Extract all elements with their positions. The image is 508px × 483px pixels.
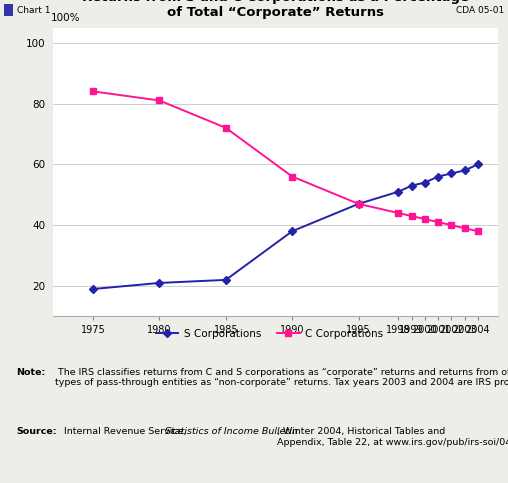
Title: Returns from S and C Corporations as a Percentage
of Total “Corporate” Returns: Returns from S and C Corporations as a P…: [82, 0, 469, 19]
Text: Source:: Source:: [16, 427, 57, 437]
Legend: S Corporations, C Corporations: S Corporations, C Corporations: [151, 325, 387, 343]
Text: Internal Revenue Service,: Internal Revenue Service,: [61, 427, 189, 437]
Text: Note:: Note:: [16, 368, 46, 377]
FancyBboxPatch shape: [4, 4, 13, 16]
Text: , Winter 2004, Historical Tables and
Appendix, Table 22, at www.irs.gov/pub/irs-: , Winter 2004, Historical Tables and App…: [276, 427, 508, 447]
Text: CDA 05-01: CDA 05-01: [456, 6, 504, 14]
Text: Statistics of Income Bulletin: Statistics of Income Bulletin: [165, 427, 298, 437]
Text: Chart 1: Chart 1: [17, 6, 51, 14]
Text: 100%: 100%: [51, 13, 81, 23]
Text: The IRS classifies returns from C and S corporations as “corporate” returns and : The IRS classifies returns from C and S …: [55, 368, 508, 387]
